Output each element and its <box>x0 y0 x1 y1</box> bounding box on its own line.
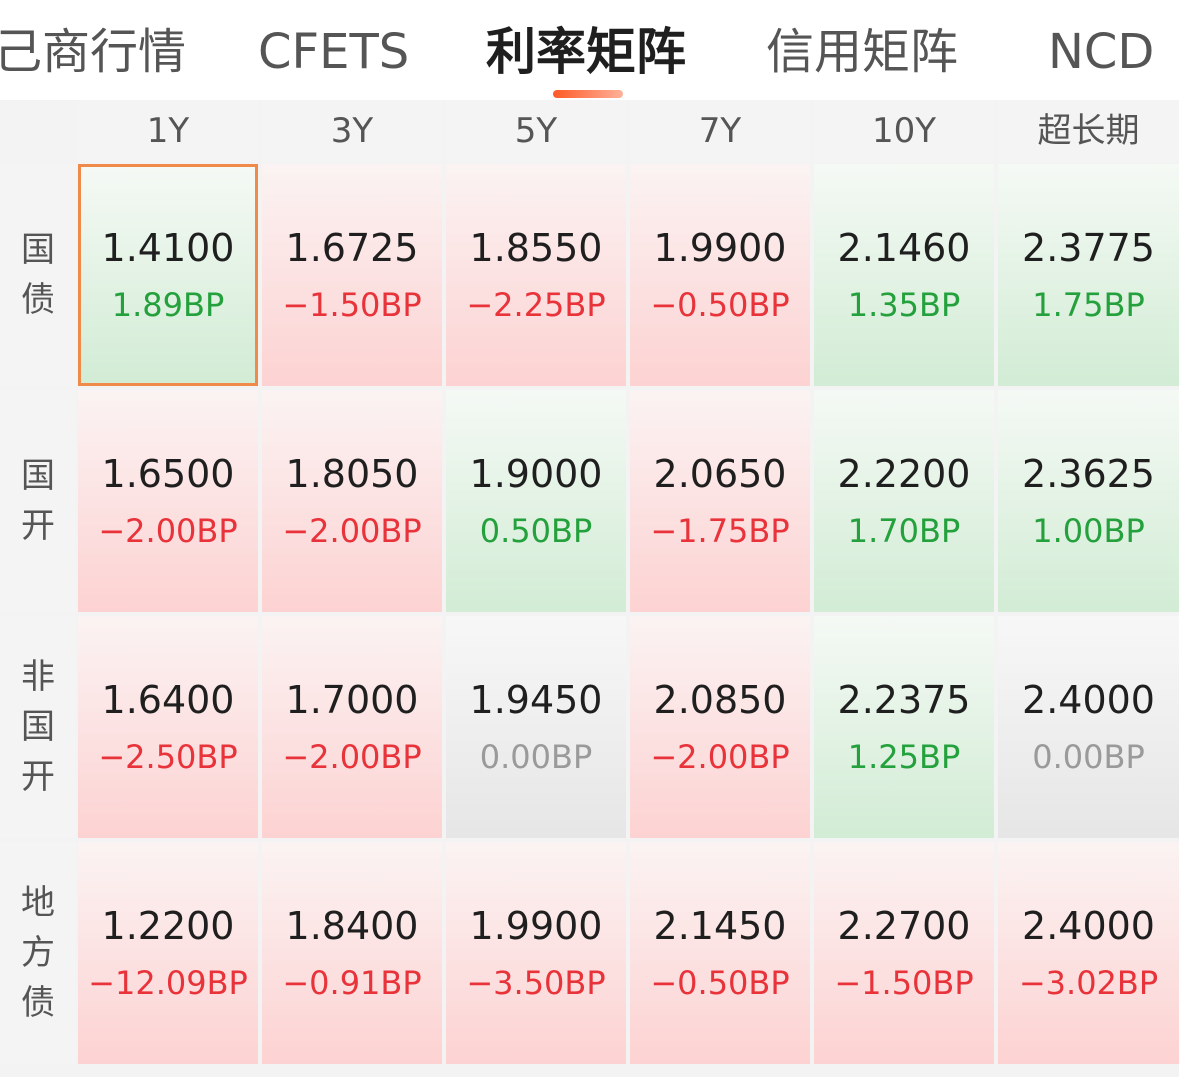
matrix-cell[interactable]: 2.3775 1.75BP <box>998 164 1179 386</box>
matrix-cell[interactable]: 2.4000 −3.02BP <box>998 842 1179 1064</box>
yield-value: 2.2700 <box>837 904 971 948</box>
bp-change: 1.25BP <box>847 738 961 776</box>
yield-value: 1.6500 <box>101 452 235 496</box>
tab-cfets[interactable]: CFETS <box>258 24 410 80</box>
row-header: 非国开 <box>0 616 76 838</box>
bp-change: −3.02BP <box>1018 964 1159 1002</box>
bp-change: 1.35BP <box>847 286 961 324</box>
row-header: 国开 <box>0 390 76 612</box>
bp-change: −2.00BP <box>282 738 422 776</box>
matrix-cell[interactable]: 2.2700 −1.50BP <box>814 842 994 1064</box>
bp-change: −3.50BP <box>466 964 606 1002</box>
matrix-cell[interactable]: 2.2200 1.70BP <box>814 390 994 612</box>
column-header-7y[interactable]: 7Y <box>630 100 810 162</box>
tab-ncd[interactable]: NCD <box>1048 24 1155 80</box>
bp-change: −1.50BP <box>834 964 974 1002</box>
bp-change: −2.50BP <box>98 738 238 776</box>
yield-value: 1.9450 <box>469 678 603 722</box>
bp-change: −0.50BP <box>650 964 790 1002</box>
matrix-cell[interactable]: 1.6725 −1.50BP <box>262 164 442 386</box>
matrix-cell[interactable]: 2.3625 1.00BP <box>998 390 1179 612</box>
matrix-cell[interactable]: 1.7000 −2.00BP <box>262 616 442 838</box>
matrix-cell[interactable]: 1.4100 1.89BP <box>78 164 258 386</box>
matrix-cell[interactable]: 2.0850 −2.00BP <box>630 616 810 838</box>
tab-credit-matrix[interactable]: 信用矩阵 <box>766 24 959 80</box>
yield-value: 2.0850 <box>653 678 787 722</box>
yield-value: 1.9900 <box>653 226 787 270</box>
bp-change: 1.75BP <box>1032 286 1145 324</box>
matrix-cell[interactable]: 1.8050 −2.00BP <box>262 390 442 612</box>
row-header: 国债 <box>0 164 76 386</box>
row-header-label: 国开 <box>21 456 55 546</box>
yield-value: 1.6400 <box>101 678 235 722</box>
column-header-ultra-long[interactable]: 超长期 <box>998 100 1179 162</box>
tab-0[interactable]: 己商行情 <box>0 24 187 80</box>
bp-change: −0.50BP <box>650 286 790 324</box>
yield-value: 2.1460 <box>837 226 971 270</box>
column-header-5y[interactable]: 5Y <box>446 100 626 162</box>
bp-change: −1.75BP <box>650 512 790 550</box>
matrix-cell[interactable]: 1.8400 −0.91BP <box>262 842 442 1064</box>
column-header-3y[interactable]: 3Y <box>262 100 442 162</box>
matrix-cell[interactable]: 1.9900 −0.50BP <box>630 164 810 386</box>
yield-value: 2.4000 <box>1022 678 1155 722</box>
matrix-cell[interactable]: 1.6400 −2.50BP <box>78 616 258 838</box>
matrix-cell[interactable]: 1.9900 −3.50BP <box>446 842 626 1064</box>
bp-change: 0.00BP <box>479 738 593 776</box>
matrix-cell[interactable]: 1.9000 0.50BP <box>446 390 626 612</box>
yield-value: 1.2200 <box>101 904 235 948</box>
tab-bar: 己商行情 CFETS 利率矩阵 信用矩阵 NCD <box>0 0 1179 100</box>
bp-change: −2.00BP <box>650 738 790 776</box>
rate-matrix: 1Y 3Y 5Y 7Y 10Y 超长期国债 1.4100 1.89BP 1.6725 −1.50B… <box>0 100 1179 1077</box>
yield-value: 2.3775 <box>1022 226 1155 270</box>
column-header-10y[interactable]: 10Y <box>814 100 994 162</box>
bp-change: 1.00BP <box>1032 512 1145 550</box>
yield-value: 1.4100 <box>101 226 235 270</box>
matrix-cell[interactable]: 2.4000 0.00BP <box>998 616 1179 838</box>
yield-value: 1.9000 <box>469 452 603 496</box>
yield-value: 2.2375 <box>837 678 971 722</box>
yield-value: 2.2200 <box>837 452 971 496</box>
row-header-label: 非国开 <box>21 657 55 797</box>
matrix-cell[interactable]: 1.2200 −12.09BP <box>78 842 258 1064</box>
tab-rate-matrix[interactable]: 利率矩阵 <box>486 23 686 81</box>
yield-value: 2.3625 <box>1022 452 1155 496</box>
bp-change: 1.89BP <box>111 286 225 324</box>
matrix-cell[interactable]: 2.2375 1.25BP <box>814 616 994 838</box>
bp-change: −2.00BP <box>98 512 238 550</box>
column-header-1y[interactable]: 1Y <box>78 100 258 162</box>
matrix-cell[interactable]: 2.1460 1.35BP <box>814 164 994 386</box>
matrix-cell[interactable]: 2.1450 −0.50BP <box>630 842 810 1064</box>
bp-change: 1.70BP <box>847 512 961 550</box>
bp-change: −1.50BP <box>282 286 422 324</box>
yield-value: 1.8550 <box>469 226 603 270</box>
yield-value: 1.7000 <box>285 678 419 722</box>
active-tab-indicator <box>553 90 623 98</box>
matrix-cell[interactable]: 1.9450 0.00BP <box>446 616 626 838</box>
row-header-label: 国债 <box>21 230 55 320</box>
bp-change: 0.50BP <box>479 512 593 550</box>
matrix-corner <box>0 100 76 162</box>
row-header: 地方债 <box>0 842 76 1064</box>
matrix-cell[interactable]: 1.6500 −2.00BP <box>78 390 258 612</box>
yield-value: 1.8050 <box>285 452 419 496</box>
yield-value: 2.0650 <box>653 452 787 496</box>
row-header-label: 地方债 <box>21 883 55 1023</box>
bp-change: 0.00BP <box>1032 738 1145 776</box>
yield-value: 2.4000 <box>1022 904 1155 948</box>
bp-change: −0.91BP <box>282 964 422 1002</box>
yield-value: 1.8400 <box>285 904 419 948</box>
yield-value: 1.6725 <box>285 226 419 270</box>
bp-change: −2.25BP <box>466 286 606 324</box>
bp-change: −12.09BP <box>88 964 248 1002</box>
yield-value: 2.1450 <box>653 904 787 948</box>
matrix-cell[interactable]: 2.0650 −1.75BP <box>630 390 810 612</box>
yield-value: 1.9900 <box>469 904 603 948</box>
matrix-cell[interactable]: 1.8550 −2.25BP <box>446 164 626 386</box>
bp-change: −2.00BP <box>282 512 422 550</box>
